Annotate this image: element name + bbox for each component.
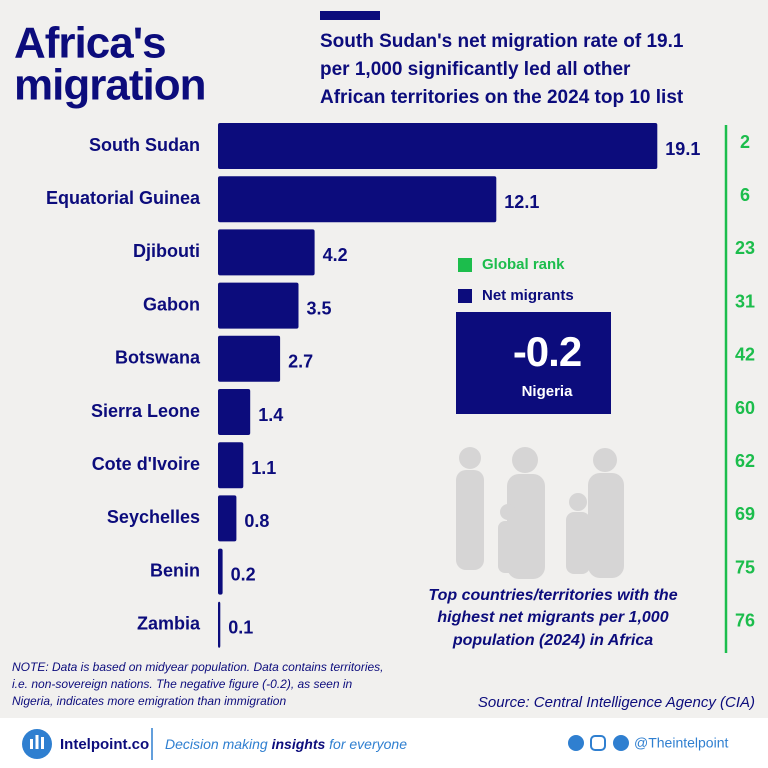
tagline: Decision making insights for everyone	[165, 736, 407, 752]
logo-bars	[30, 735, 44, 749]
category-label: Cote d'Ivoire	[92, 454, 200, 474]
family-silhouette	[456, 447, 624, 579]
source: Source: Central Intelligence Agency (CIA…	[478, 694, 755, 711]
bar	[218, 389, 251, 435]
rank-label: 62	[735, 451, 755, 471]
value-label: 0.8	[244, 511, 269, 531]
title-line: migration	[14, 61, 205, 110]
subtitle-line: South Sudan's net migration rate of 19.1	[320, 31, 684, 52]
callout-box	[456, 312, 611, 414]
value-label: 2.7	[288, 352, 313, 372]
callout-label: Nigeria	[522, 383, 574, 400]
title-line: Africa's	[14, 19, 166, 68]
legend-label: Global rank	[482, 256, 565, 273]
value-label: 0.1	[228, 618, 253, 638]
value-label: 3.5	[307, 298, 332, 318]
instagram-icon[interactable]	[590, 735, 606, 751]
category-label: Botswana	[115, 348, 201, 368]
category-label: Zambia	[137, 614, 201, 634]
tagline-part: for everyone	[325, 736, 407, 752]
note-line: i.e. non-sovereign nations. The negative…	[12, 677, 353, 691]
subtitle-line: per 1,000 significantly led all other	[320, 59, 631, 80]
category-label: Gabon	[143, 294, 200, 314]
value-label: 1.1	[251, 458, 276, 478]
rank-label: 76	[735, 611, 755, 631]
category-label: Djibouti	[133, 241, 200, 261]
callout-value: -0.2	[513, 328, 581, 375]
bar	[218, 123, 658, 169]
legend-label: Net migrants	[482, 287, 574, 304]
note-line: NOTE: Data is based on midyear populatio…	[12, 660, 384, 674]
category-label: Sierra Leone	[91, 401, 200, 421]
subtitle-accent	[320, 11, 380, 20]
legend-swatch	[458, 258, 472, 272]
caption-line: population (2024) in Africa	[452, 632, 653, 649]
value-label: 4.2	[323, 245, 348, 265]
value-label: 19.1	[665, 139, 700, 159]
bar	[218, 229, 315, 276]
bar	[218, 495, 237, 542]
bar	[218, 548, 223, 595]
category-label: Equatorial Guinea	[46, 188, 201, 208]
caption-line: highest net migrants per 1,000	[437, 609, 668, 626]
rank-label: 2	[740, 132, 750, 152]
bar	[218, 442, 244, 489]
tagline-part: insights	[272, 736, 326, 752]
caption-line: Top countries/territories with the	[428, 587, 677, 604]
facebook-icon[interactable]	[613, 735, 629, 751]
bar	[218, 282, 299, 329]
footer	[0, 718, 768, 768]
value-label: 1.4	[258, 405, 283, 425]
note-line: Nigeria, indicates more emigration than …	[12, 694, 286, 708]
rank-label: 42	[735, 345, 755, 365]
subtitle-line: African territories on the 2024 top 10 l…	[320, 87, 684, 108]
bar	[218, 176, 497, 223]
category-label: South Sudan	[89, 135, 200, 155]
brand: Intelpoint.co	[60, 736, 149, 753]
tagline-part: Decision making	[165, 736, 272, 752]
category-label: Benin	[150, 560, 200, 580]
rank-label: 6	[740, 185, 750, 205]
rank-label: 60	[735, 398, 755, 418]
rank-label: 31	[735, 291, 755, 311]
category-label: Seychelles	[107, 507, 200, 527]
bar	[218, 601, 221, 648]
handle: @Theintelpoint	[634, 735, 728, 751]
bar	[218, 335, 281, 382]
x-icon[interactable]	[568, 735, 584, 751]
rank-label: 75	[735, 557, 755, 577]
legend-swatch	[458, 289, 472, 303]
value-label: 0.2	[231, 564, 256, 584]
value-label: 12.1	[504, 192, 539, 212]
rank-label: 69	[735, 504, 755, 524]
rank-label: 23	[735, 238, 755, 258]
